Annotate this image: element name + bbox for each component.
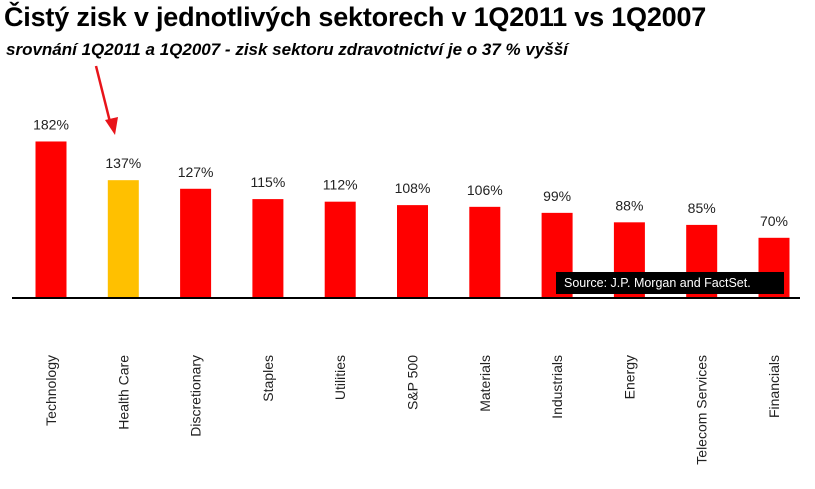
category-label-9: Telecom Services xyxy=(694,355,710,465)
annotation-arrow-head xyxy=(105,117,118,135)
bar-6 xyxy=(469,206,501,298)
category-label-4: Utilities xyxy=(332,355,348,400)
data-label-1: 137% xyxy=(105,155,141,171)
bar-0 xyxy=(35,141,67,298)
category-label-3: Staples xyxy=(260,355,276,402)
data-label-8: 88% xyxy=(615,197,643,213)
category-label-6: Materials xyxy=(477,355,493,412)
data-label-5: 108% xyxy=(395,180,431,196)
category-label-8: Energy xyxy=(621,355,637,399)
data-label-2: 127% xyxy=(178,164,214,180)
category-label-0: Technology xyxy=(43,355,59,426)
bar-3 xyxy=(252,199,284,298)
category-label-7: Industrials xyxy=(549,355,565,419)
data-label-4: 112% xyxy=(323,177,358,193)
data-label-9: 85% xyxy=(688,200,716,216)
bar-2 xyxy=(180,188,212,298)
chart-title: Čistý zisk v jednotlivých sektorech v 1Q… xyxy=(4,2,707,32)
data-label-3: 115% xyxy=(251,174,286,190)
category-label-2: Discretionary xyxy=(188,355,204,437)
category-label-5: S&P 500 xyxy=(405,355,421,410)
category-label-1: Health Care xyxy=(115,355,131,430)
chart-subtitle: srovnání 1Q2011 a 1Q2007 - zisk sektoru … xyxy=(6,40,568,59)
category-label-10: Financials xyxy=(766,355,782,418)
bar-1 xyxy=(107,180,139,298)
bar-4 xyxy=(324,201,356,298)
data-label-0: 182% xyxy=(33,116,69,132)
data-label-7: 99% xyxy=(543,188,571,204)
bar-5 xyxy=(397,205,428,298)
annotation-arrow-shaft xyxy=(94,65,112,123)
data-label-10: 70% xyxy=(760,213,788,229)
source-note: Source: J.P. Morgan and FactSet. xyxy=(556,272,784,294)
data-label-6: 106% xyxy=(467,182,503,198)
